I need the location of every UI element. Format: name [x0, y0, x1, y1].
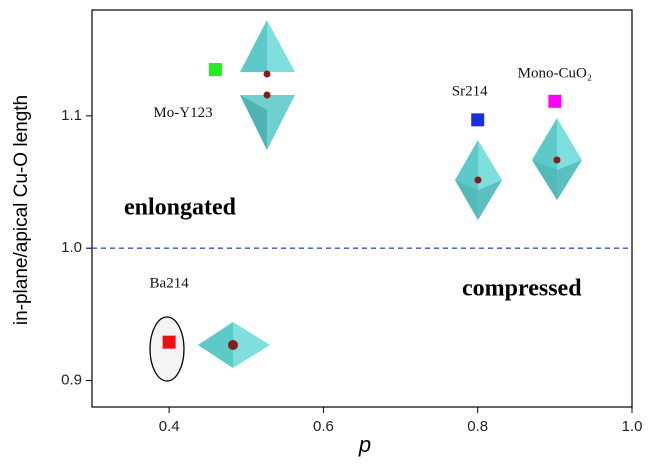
annotation: enlongated [124, 195, 237, 221]
point-label: Sr214 [452, 83, 488, 99]
point [208, 63, 222, 77]
x-tick-label: 0.6 [313, 418, 334, 435]
annotation: compressed [462, 276, 582, 302]
point [162, 335, 176, 349]
x-tick-label: 1.0 [622, 418, 643, 435]
point-label: Mono-CuO₂ [518, 66, 592, 82]
x-tick-label: 0.8 [467, 418, 488, 435]
plot-frame [91, 9, 633, 408]
point [548, 94, 562, 108]
y-axis-label: in-plane/apical Cu-O length [11, 95, 32, 325]
x-tick-label: 0.4 [159, 418, 180, 435]
point-label: Ba214 [150, 276, 190, 292]
y-tick-label: 0.9 [61, 372, 82, 389]
point-label: Mo-Y123 [153, 105, 212, 121]
y-tick-label: 1.1 [61, 107, 82, 124]
octahedra [149, 20, 582, 382]
point [471, 113, 485, 127]
y-tick-label: 1.0 [61, 239, 82, 256]
x-axis-label: p [358, 432, 371, 457]
